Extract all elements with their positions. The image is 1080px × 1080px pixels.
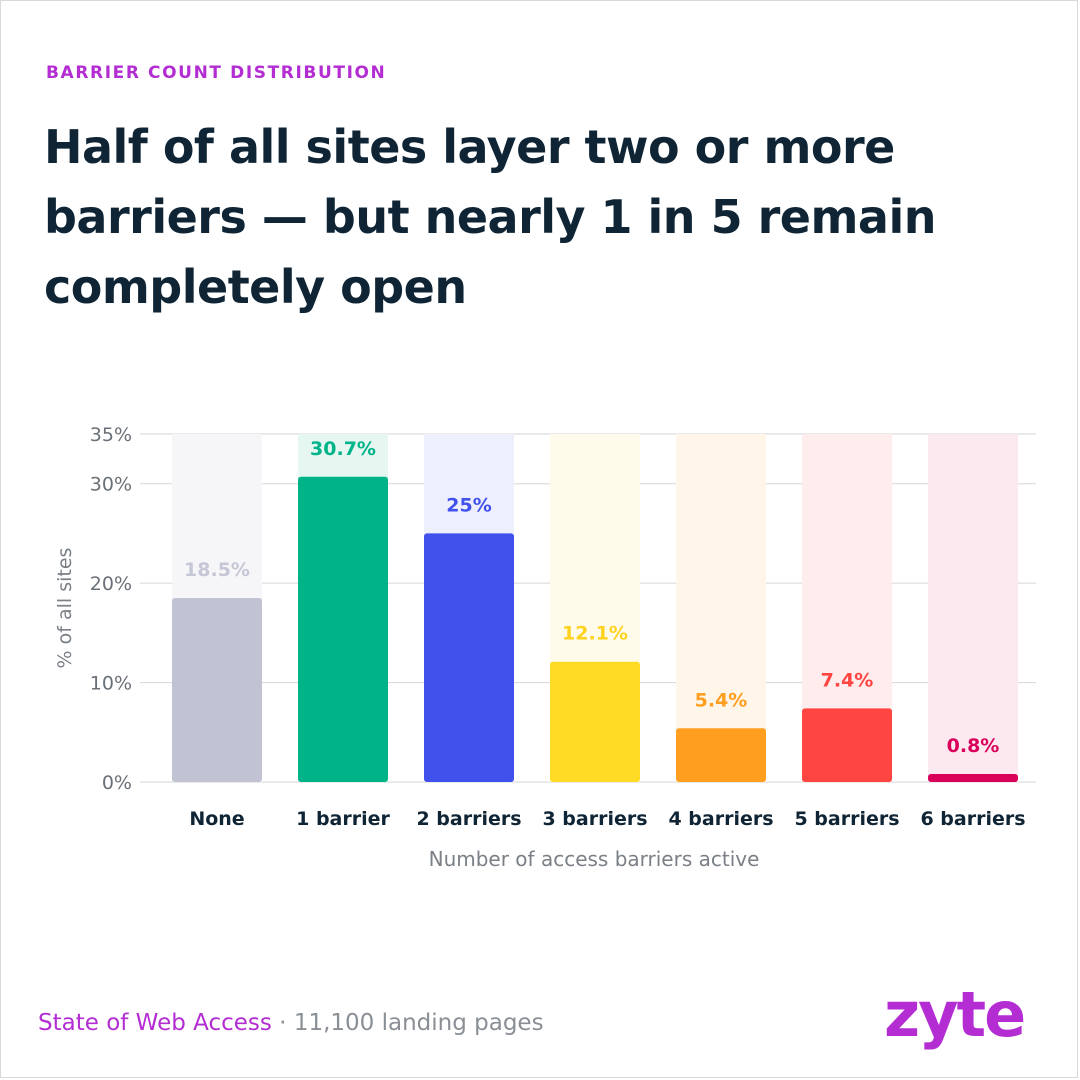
bar: [550, 661, 640, 782]
data-label: 5.4%: [695, 689, 748, 711]
bar-track: [928, 434, 1018, 782]
footer-source: State of Web Access: [38, 1010, 272, 1036]
data-label: 18.5%: [184, 559, 250, 581]
x-tick-label: 5 barriers: [794, 808, 899, 830]
y-tick-label: 35%: [90, 424, 132, 446]
x-tick-label: 4 barriers: [668, 808, 773, 830]
x-tick-label: 3 barriers: [542, 808, 647, 830]
bar: [802, 708, 892, 782]
x-tick-label: None: [189, 808, 244, 830]
x-tick-label: 6 barriers: [920, 808, 1025, 830]
bar: [928, 774, 1018, 782]
bar: [172, 598, 262, 782]
chart-title: Half of all sites layer two or more barr…: [44, 120, 936, 314]
footer-separator: ·: [271, 1010, 294, 1036]
x-tick-label: 2 barriers: [416, 808, 521, 830]
bar-track: [676, 434, 766, 782]
y-tick-label: 10%: [90, 673, 132, 695]
y-tick-label: 30%: [90, 474, 132, 496]
y-tick-label: 0%: [102, 772, 132, 794]
footer-detail: 11,100 landing pages: [293, 1010, 544, 1036]
eyebrow-label: BARRIER COUNT DISTRIBUTION: [46, 63, 387, 83]
footer-caption: State of Web Access · 11,100 landing pag…: [38, 1010, 544, 1036]
bar-chart: 0% 10% 20% 30% 35% 18.5% None 30.7% 1 barrier 25%…: [54, 424, 1036, 871]
data-label: 0.8%: [947, 735, 1000, 757]
zyte-logo: zyte: [884, 978, 1026, 1051]
data-label: 7.4%: [821, 669, 874, 691]
data-label: 25%: [446, 494, 491, 516]
bar: [424, 533, 514, 782]
bar: [676, 728, 766, 782]
data-label: 12.1%: [562, 623, 628, 645]
x-axis-title: Number of access barriers active: [429, 847, 760, 871]
x-tick-label: 1 barrier: [296, 808, 390, 830]
y-tick-label: 20%: [90, 573, 132, 595]
y-axis-title: % of all sites: [54, 548, 76, 669]
data-label: 30.7%: [310, 438, 376, 460]
bar: [298, 476, 388, 782]
